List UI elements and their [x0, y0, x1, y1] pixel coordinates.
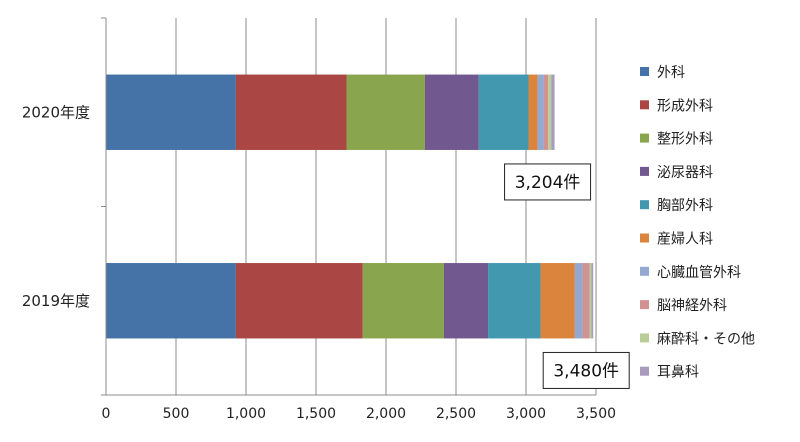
- axes: 0 500 1,000 1,500 2,000 2,500 3,000 3,500: [101, 17, 616, 422]
- legend-swatch: [640, 67, 649, 76]
- legend-label: 脳神経外科: [657, 298, 727, 314]
- bar-segment: [235, 74, 347, 150]
- bar-segment: [424, 74, 479, 150]
- total-box: [504, 163, 592, 201]
- legend-label: 外科: [657, 65, 685, 81]
- legend-swatch: [640, 133, 649, 143]
- bar-segment: [362, 263, 444, 339]
- legend-label: 泌尿器科: [657, 165, 713, 181]
- category-label: 2020年度: [22, 103, 90, 121]
- bar-segment: [478, 74, 529, 150]
- bar-segment: [537, 74, 544, 150]
- x-tick-label: 0: [102, 406, 111, 422]
- legend-swatch: [640, 300, 649, 310]
- bar-segment: [589, 263, 592, 339]
- legend-swatch: [640, 200, 649, 210]
- bar-segment: [591, 263, 594, 339]
- bar-segment: [443, 263, 489, 339]
- bar-segment: [235, 263, 363, 339]
- total-box: [542, 351, 630, 389]
- bar-segment: [106, 74, 236, 150]
- bar-segments: [106, 74, 594, 339]
- x-tick-label: 1,000: [226, 406, 266, 422]
- legend-label: 整形外科: [657, 132, 713, 148]
- bar-segment: [346, 74, 425, 150]
- legend-swatch: [640, 233, 649, 243]
- bar-segment: [528, 74, 538, 150]
- legend-label: 形成外科: [657, 98, 713, 114]
- bar-segment: [548, 74, 552, 150]
- legend-label: 心臓血管外科: [657, 265, 741, 281]
- legend-swatch: [640, 333, 649, 343]
- category-label: 2019年度: [22, 292, 90, 310]
- legend-swatch: [640, 266, 649, 276]
- x-tick-label: 500: [163, 406, 190, 422]
- legend: 外科形成外科整形外科泌尿器科胸部外科産婦人科心臓血管外科脳神経外科麻酔科・その他…: [640, 65, 755, 381]
- bar-segment: [543, 74, 549, 150]
- legend-label: 麻酔科・その他: [657, 331, 755, 347]
- labels: 2020年度 3,204件 2019年度 3,480件: [22, 103, 630, 389]
- x-tick-label: 2,000: [366, 406, 406, 422]
- legend-label: 産婦人科: [657, 231, 713, 248]
- x-tick-label: 3,500: [576, 406, 616, 422]
- bar-segment: [106, 263, 236, 339]
- bar-segment: [540, 263, 575, 339]
- legend-label: 耳鼻科: [657, 364, 699, 381]
- legend-swatch: [640, 366, 649, 376]
- legend-swatch: [640, 166, 649, 176]
- bar-segment: [551, 74, 555, 150]
- legend-swatch: [640, 100, 649, 110]
- bar-segment: [582, 263, 590, 339]
- x-tick-label: 2,500: [436, 406, 476, 422]
- total-label: 3,204件: [515, 173, 581, 193]
- x-tick-label: 3,000: [506, 406, 546, 422]
- legend-label: 胸部外科: [657, 198, 713, 214]
- x-tick-label: 1,500: [296, 406, 336, 422]
- bar-segment: [488, 263, 541, 339]
- bar-segment: [574, 263, 583, 339]
- total-label: 3,480件: [553, 361, 619, 381]
